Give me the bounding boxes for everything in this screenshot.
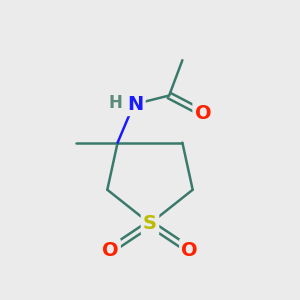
Text: N: N [127,95,143,114]
Text: S: S [143,214,157,233]
Text: O: O [182,241,198,260]
Text: O: O [195,104,211,123]
Text: H: H [109,94,122,112]
Text: O: O [102,241,119,260]
